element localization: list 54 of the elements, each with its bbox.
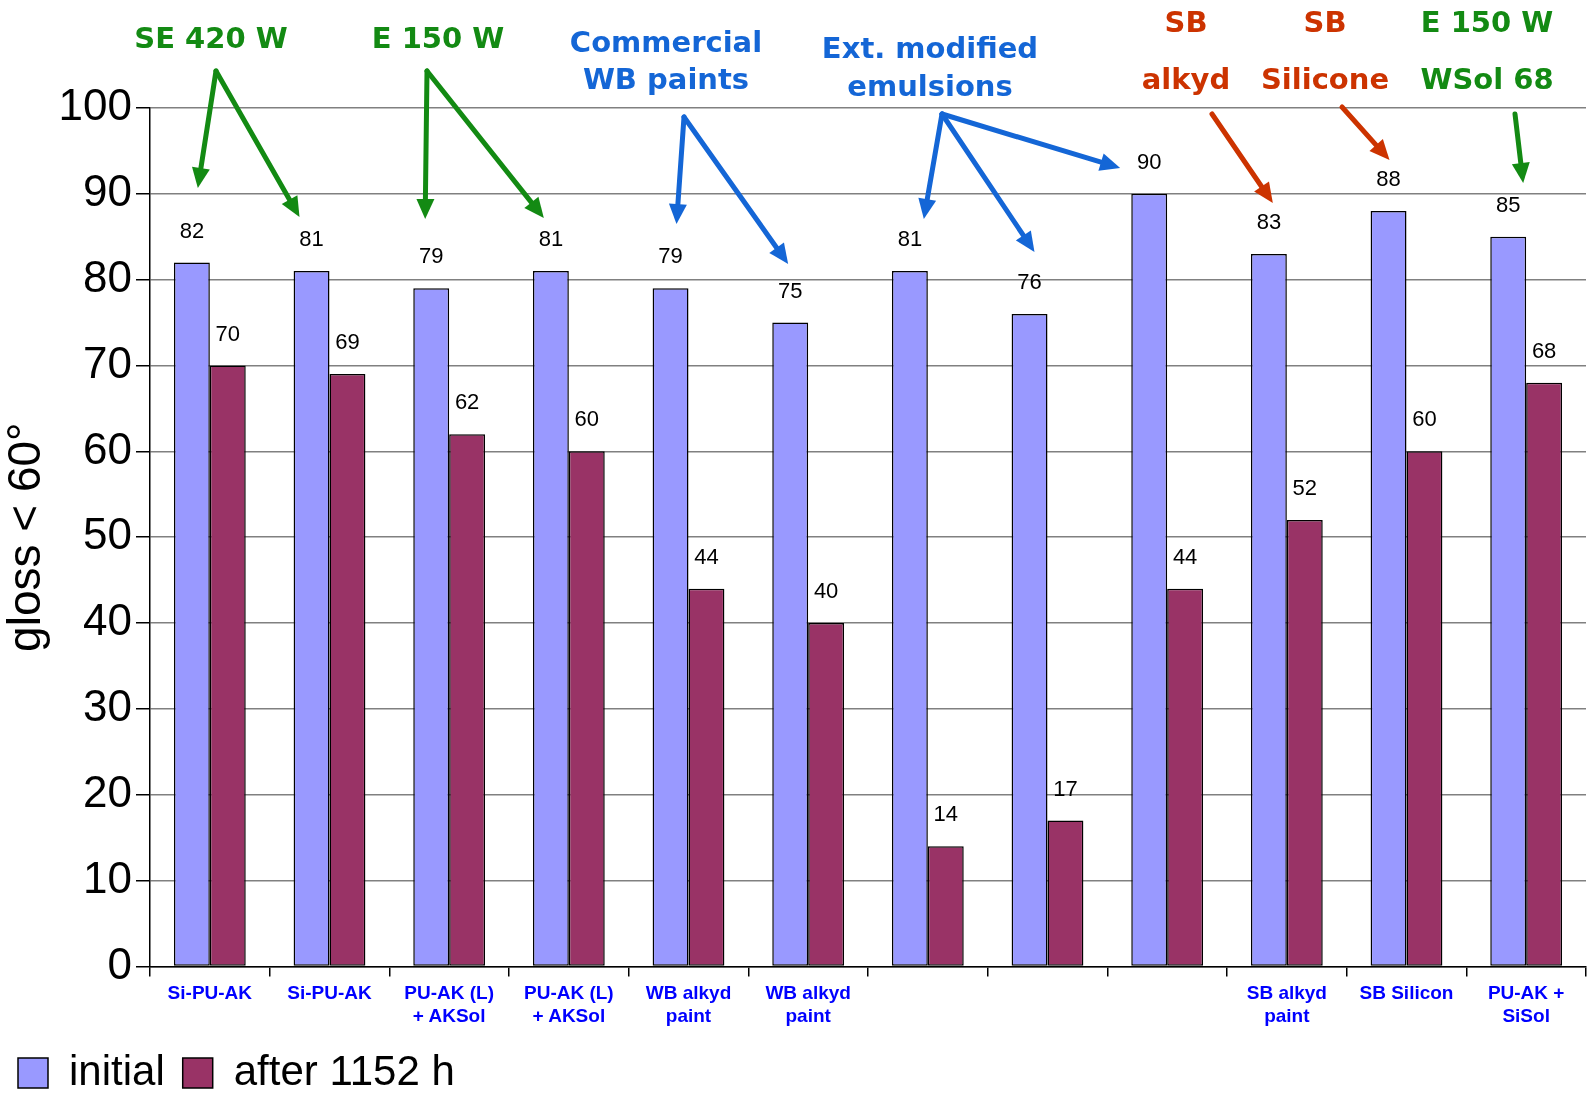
data-label: 85 (1495, 191, 1521, 217)
data-label: 40 (813, 578, 839, 604)
y-tick-label: 100 (58, 80, 132, 130)
y-tick-label: 30 (83, 681, 132, 731)
x-tick-label: SB Silicon (1359, 982, 1454, 1004)
data-label: 52 (1292, 475, 1318, 501)
y-tick-label: 80 (83, 251, 132, 301)
y-tick-label: 0 (107, 938, 132, 988)
x-tick-label: WB alkyd paint (645, 982, 732, 1026)
data-label: 81 (299, 226, 324, 252)
legend-label: after 1152 h (233, 1046, 455, 1094)
y-tick-label: 70 (83, 337, 132, 387)
data-label: 68 (1531, 337, 1557, 363)
text: Ext. modified emulsions (821, 31, 1039, 103)
text: SB alkyd (1141, 5, 1231, 96)
data-label: 75 (777, 277, 803, 303)
data-label: 69 (335, 329, 360, 355)
x-tick-label: SB alkyd paint (1246, 982, 1327, 1026)
y-tick-label: 60 (83, 423, 132, 473)
legend-label: initial (69, 1046, 165, 1094)
data-label: 79 (418, 243, 444, 269)
x-tick-label: PU-AK (L) + AKSol (404, 982, 495, 1026)
data-label: 76 (1017, 269, 1042, 295)
data-label: 81 (538, 226, 564, 252)
data-label: 83 (1256, 208, 1282, 234)
data-label: 88 (1376, 166, 1401, 192)
y-tick-label: 40 (83, 595, 132, 645)
data-label: 82 (179, 217, 205, 243)
y-tick-label: 10 (83, 852, 132, 902)
text: E 150 W (371, 21, 505, 55)
data-label: 44 (1172, 543, 1198, 569)
y-tick-label: 90 (83, 165, 132, 215)
x-tick-label: PU-AK (L) + AKSol (523, 982, 614, 1026)
data-label: 60 (574, 406, 600, 432)
data-label: 17 (1053, 775, 1078, 801)
text: SE 420 W (134, 21, 288, 55)
data-label: 90 (1136, 148, 1162, 174)
x-tick-label: Si-PU-AK (167, 982, 253, 1004)
y-axis-title: gloss < 60° (0, 422, 51, 652)
data-label: 70 (215, 320, 241, 346)
data-label: 14 (933, 801, 959, 827)
text: E 150 W WSol 68 (1420, 5, 1554, 96)
x-tick-label: PU-AK + SiSol (1487, 982, 1565, 1026)
data-label: 44 (694, 543, 719, 569)
text: Commercial WB paints (569, 25, 763, 96)
y-tick-label: 20 (83, 766, 132, 816)
data-label: 81 (897, 226, 923, 252)
x-tick-label: Si-PU-AK (287, 982, 372, 1004)
x-tick-label: WB alkyd paint (765, 982, 851, 1026)
data-label: 62 (454, 389, 480, 415)
y-tick-label: 50 (83, 509, 132, 559)
text: SB Silicone (1260, 5, 1390, 96)
data-label: 79 (658, 243, 683, 269)
data-label: 60 (1412, 406, 1437, 432)
